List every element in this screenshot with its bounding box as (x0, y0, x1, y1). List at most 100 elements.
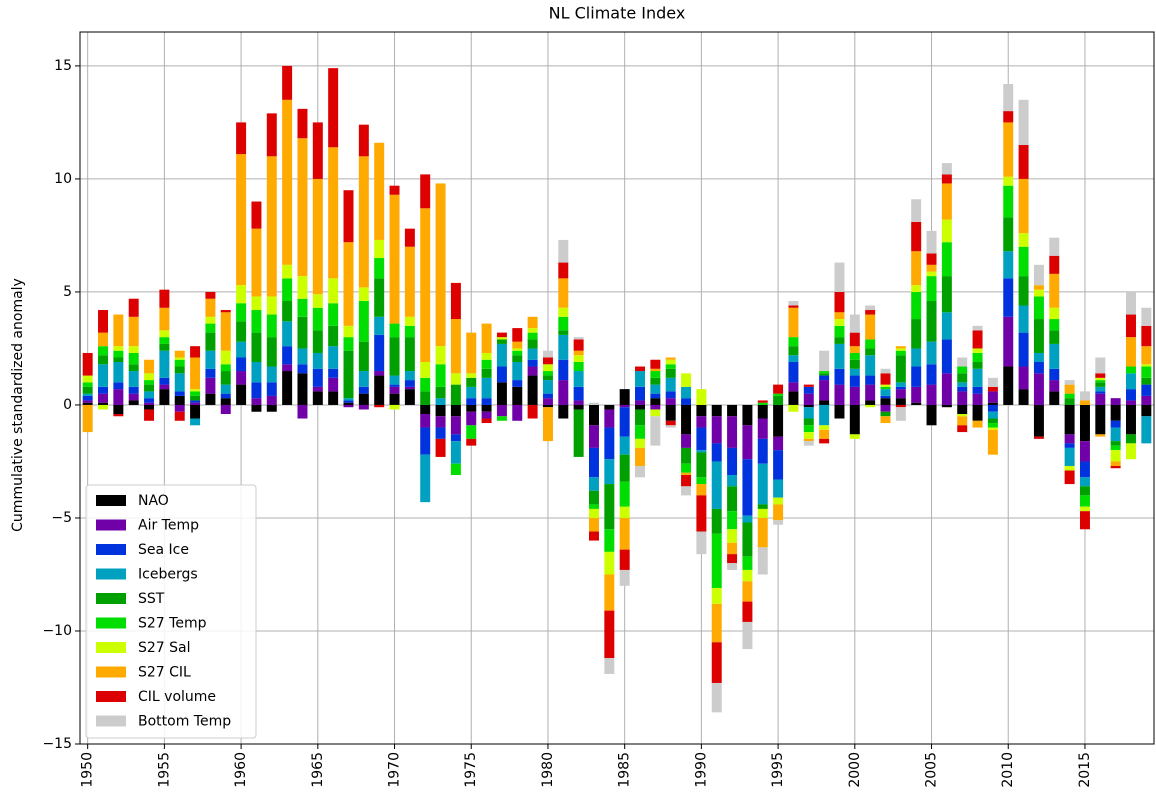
bar-segment (711, 508, 722, 534)
bar-segment (849, 368, 860, 376)
bar-segment (819, 438, 830, 444)
bar-segment (895, 386, 906, 390)
bar-segment (987, 423, 998, 428)
bar-segment (496, 332, 507, 338)
bar-segment (1018, 332, 1029, 367)
bar-segment (481, 323, 492, 353)
legend-frame (85, 484, 257, 739)
bar-segment (1095, 377, 1106, 381)
bar-segment (389, 194, 400, 324)
bar-segment (573, 355, 584, 363)
bar-segment (987, 429, 998, 455)
bar-segment (588, 402, 599, 405)
bar-segment (650, 384, 661, 394)
bar-segment (604, 610, 615, 659)
bar-segment (941, 174, 952, 184)
bar-segment (895, 348, 906, 351)
bar-segment (619, 389, 630, 405)
bar-segment (1018, 233, 1029, 247)
bar-segment (266, 156, 277, 297)
bar-segment (573, 404, 584, 410)
bar-segment (190, 389, 201, 392)
plot-frame (79, 31, 1155, 745)
bar-segment (1018, 389, 1029, 405)
bar-segment (312, 368, 323, 387)
bar-segment (128, 298, 139, 317)
bar-segment (343, 190, 354, 243)
bar-segment (711, 404, 722, 417)
bar-segment (1003, 176, 1014, 186)
bar-segment (98, 386, 109, 394)
bar-segment (496, 343, 507, 367)
bar-segment (865, 305, 876, 311)
x-tick-label: 1960 (233, 752, 249, 788)
bar-segment (604, 551, 615, 575)
bar-segment (588, 490, 599, 505)
bar-segment (895, 350, 906, 356)
bar-segment (681, 447, 692, 464)
bar-segment (266, 314, 277, 338)
bar-segment (297, 276, 308, 299)
legend: NAO Air Temp Sea Ice Icebergs SST S27 Temp S27… (85, 484, 257, 739)
bar-segment (987, 386, 998, 392)
bar-segment (880, 389, 891, 396)
bar-segment (435, 398, 446, 405)
bar-segment (742, 425, 753, 460)
bar-segment (328, 68, 339, 148)
bar-segment (82, 400, 93, 403)
bar-segment (773, 404, 784, 437)
bar-segment (1049, 273, 1060, 308)
bar-segment (358, 404, 369, 410)
bar-segment (404, 371, 415, 381)
bar-segment (282, 321, 293, 347)
bar-segment (527, 328, 538, 333)
bar-segment (834, 404, 845, 419)
y-tick-label: −5 (51, 510, 72, 526)
bar-segment (236, 371, 247, 385)
bar-segment (926, 384, 937, 405)
bar-segment (865, 375, 876, 385)
bar-segment (358, 341, 369, 372)
bar-segment (297, 404, 308, 419)
bar-segment (450, 416, 461, 435)
bar-segment (926, 271, 937, 277)
bar-segment (558, 404, 569, 419)
bar-segment (220, 364, 231, 372)
bar-segment (558, 334, 569, 360)
bar-segment (819, 373, 830, 376)
bar-segment (113, 357, 124, 363)
bar-segment (312, 352, 323, 369)
bar-segment (205, 316, 216, 324)
bar-segment (588, 517, 599, 532)
bar-segment (374, 371, 385, 376)
bar-segment (420, 362, 431, 378)
bar-segment (987, 404, 998, 412)
bar-segment (865, 355, 876, 376)
bar-segment (619, 407, 630, 437)
bar-segment (742, 522, 753, 557)
bar-segment (343, 402, 354, 405)
bar-segment (481, 377, 492, 399)
bar-segment (190, 346, 201, 358)
bar-segment (711, 682, 722, 713)
chart-title: NL Climate Index (549, 4, 686, 23)
bar-segment (635, 400, 646, 405)
bar-segment (941, 373, 952, 405)
legend-label: NAO (138, 493, 169, 509)
bar-segment (757, 463, 768, 505)
bar-segment (282, 99, 293, 265)
bar-segment (1125, 291, 1136, 315)
bar-segment (128, 364, 139, 372)
bar-segment (1110, 441, 1121, 446)
bar-segment (558, 278, 569, 308)
bar-segment (880, 373, 891, 385)
x-tick-label: 2015 (1077, 752, 1093, 788)
bar-segment (1079, 495, 1090, 507)
bar-segment (588, 447, 599, 478)
bar-segment (404, 337, 415, 372)
bar-segment (696, 427, 707, 451)
bar-segment (1018, 246, 1029, 277)
bar-segment (174, 411, 185, 421)
bar-segment (512, 386, 523, 405)
